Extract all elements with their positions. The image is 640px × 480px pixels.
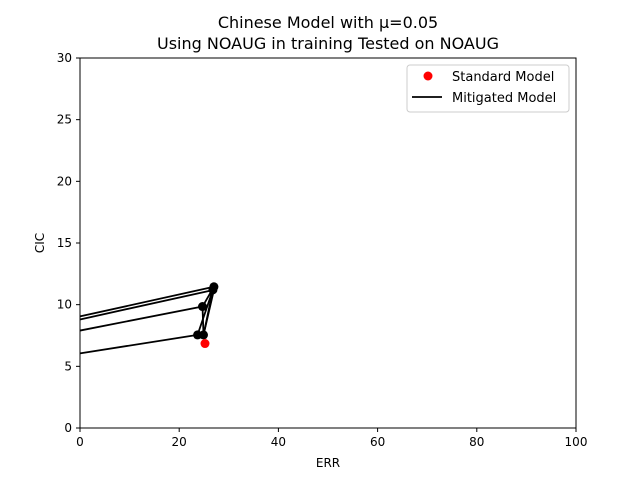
- chart-title-line1: Chinese Model with μ=0.05: [218, 13, 438, 32]
- legend: Standard Model Mitigated Model: [406, 64, 570, 113]
- x-tick-label: 0: [76, 435, 84, 449]
- x-tick-label: 60: [370, 435, 385, 449]
- mitigated-model-line: [79, 288, 215, 336]
- y-tick-label: 5: [64, 359, 72, 373]
- legend-label-standard: Standard Model: [452, 70, 554, 85]
- mitigated-model-point: [209, 282, 219, 292]
- plot-layer: [79, 282, 219, 355]
- x-tick-label: 100: [565, 435, 588, 449]
- y-tick-label: 10: [57, 298, 72, 312]
- y-tick-label: 15: [57, 236, 72, 250]
- legend-marker-standard: [423, 71, 433, 81]
- x-axis-label: ERR: [316, 456, 340, 470]
- mitigated-model-line: [79, 285, 215, 318]
- legend-label-mitigated: Mitigated Model: [452, 91, 556, 106]
- mitigated-model-point: [198, 302, 208, 312]
- x-axis: 0 20 40 60 80 100: [76, 428, 587, 449]
- legend-box: [406, 64, 570, 113]
- mitigated-model-line: [79, 285, 215, 336]
- x-tick-label: 20: [172, 435, 187, 449]
- y-tick-label: 20: [57, 174, 72, 188]
- y-tick-label: 30: [57, 51, 72, 65]
- chart-title-line2: Using NOAUG in training Tested on NOAUG: [157, 34, 499, 53]
- y-tick-label: 0: [64, 421, 72, 435]
- y-tick-label: 25: [57, 113, 72, 127]
- y-axis: 0 5 10 15 20 25 30: [57, 51, 80, 435]
- mitigated-model-point: [199, 330, 209, 340]
- x-tick-label: 80: [469, 435, 484, 449]
- standard-model-point: [200, 339, 210, 349]
- x-tick-label: 40: [271, 435, 286, 449]
- y-axis-label: CIC: [33, 233, 47, 253]
- plot-area: [80, 58, 576, 428]
